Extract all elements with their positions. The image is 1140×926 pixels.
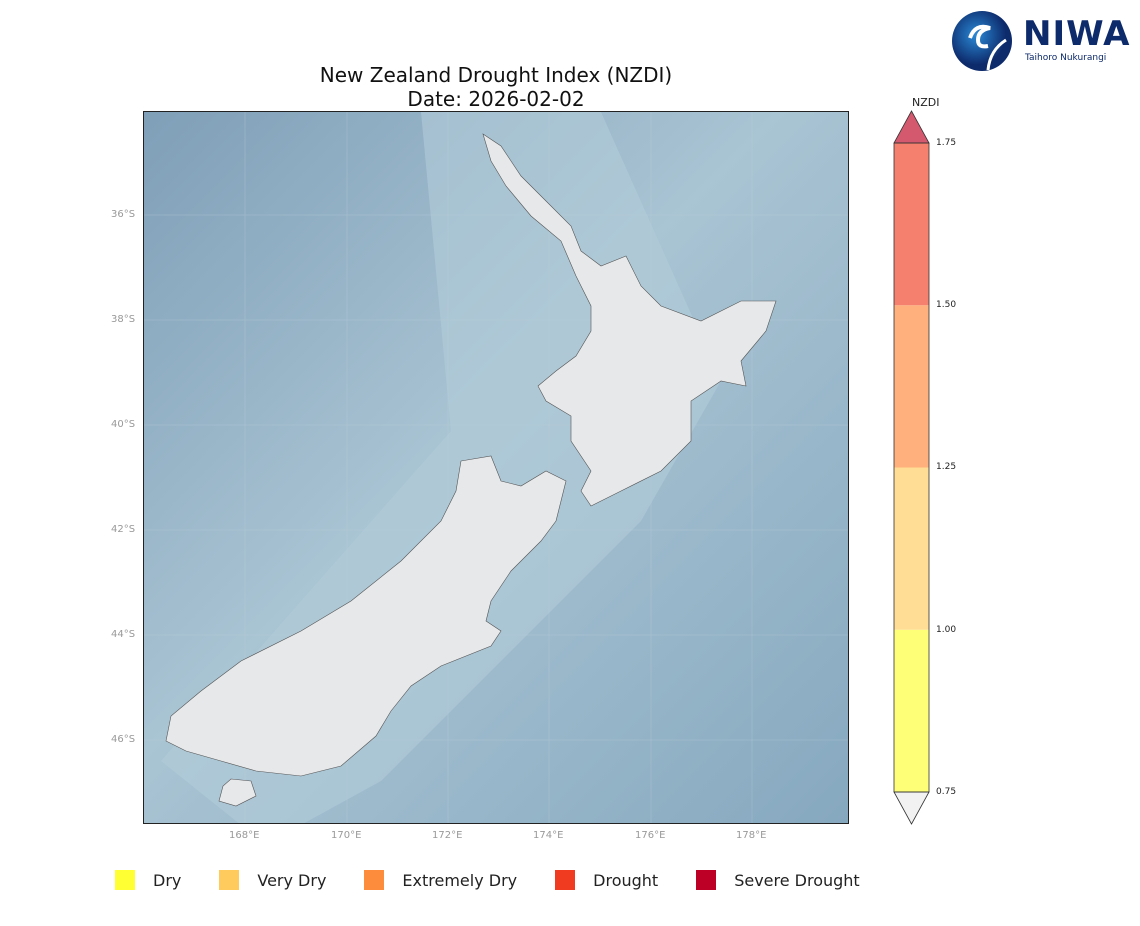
legend-swatch [115, 870, 135, 890]
lat-tick: 38°S [111, 314, 136, 325]
colorbar-over-arrow [893, 110, 930, 144]
legend-label: Dry [153, 870, 182, 890]
lat-tick: 40°S [111, 419, 136, 430]
logo-subtitle: Taihoro Nukurangi [1025, 53, 1107, 63]
lat-tick: 46°S [111, 734, 136, 745]
legend: Dry Very Dry Extremely Dry Drought Sever… [115, 870, 898, 890]
lat-tick: 42°S [111, 524, 136, 535]
legend-swatch [219, 870, 240, 890]
legend-swatch [555, 870, 576, 890]
colorbar-tick: 1.00 [936, 625, 957, 635]
legend-item-dry: Dry [115, 870, 181, 890]
lat-tick: 36°S [111, 209, 136, 220]
south-island [165, 455, 567, 777]
colorbar-under-arrow [893, 791, 930, 825]
legend-label: Extremely Dry [402, 870, 518, 890]
lon-tick: 172°E [432, 830, 463, 841]
colorbar-bin [894, 143, 929, 306]
lon-tick: 170°E [331, 830, 362, 841]
lon-tick: 174°E [533, 830, 564, 841]
legend-item-extremely-dry: Extremely Dry [364, 870, 517, 890]
north-island [482, 133, 777, 507]
colorbar-label: NZDI [912, 96, 940, 109]
colorbar-tick: 1.75 [936, 138, 957, 148]
legend-label: Drought [593, 870, 659, 890]
map-panel[interactable] [143, 111, 849, 824]
legend-item-severe-drought: Severe Drought [696, 870, 860, 890]
colorbar-tick: 1.25 [936, 462, 957, 472]
map-date: Date: 2026-02-02 [407, 87, 585, 111]
lat-tick: 44°S [111, 629, 136, 640]
colorbar-outline [893, 142, 930, 793]
map-title: New Zealand Drought Index (NZDI) [319, 63, 673, 87]
nz-map [144, 112, 848, 823]
lon-tick: 168°E [229, 830, 260, 841]
stewart-island [218, 778, 257, 807]
colorbar-tick: 1.50 [936, 300, 957, 310]
lon-tick: 178°E [736, 830, 767, 841]
lon-tick: 176°E [635, 830, 666, 841]
colorbar-bin [894, 305, 929, 468]
legend-item-drought: Drought [555, 870, 658, 890]
legend-item-very-dry: Very Dry [219, 870, 326, 890]
legend-label: Very Dry [257, 870, 327, 890]
colorbar-tick: 0.75 [936, 787, 957, 797]
legend-swatch [696, 870, 717, 890]
colorbar-bin [894, 629, 929, 792]
colorbar-bin [894, 467, 929, 630]
niwa-logo [952, 11, 1012, 71]
legend-swatch [364, 870, 385, 890]
logo-wordmark: NIWA [1023, 14, 1131, 54]
legend-label: Severe Drought [734, 870, 860, 890]
colorbar [893, 110, 930, 825]
